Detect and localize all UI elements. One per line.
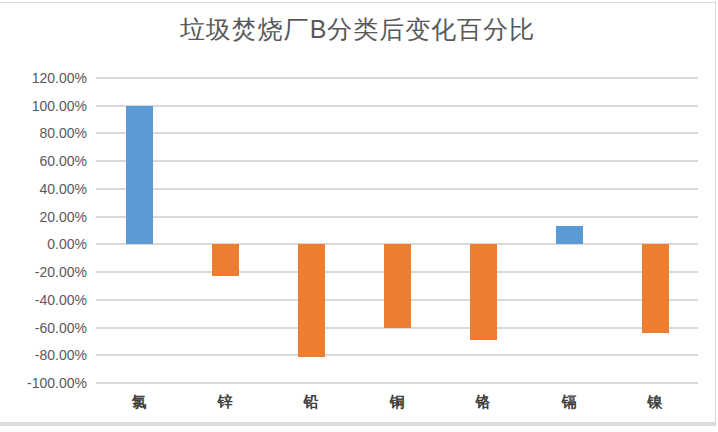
gridline xyxy=(96,382,698,384)
y-axis-tick-label: -60.00% xyxy=(0,319,87,337)
y-axis-tick-label: -100.00% xyxy=(0,374,87,392)
bar-铅[interactable] xyxy=(298,244,325,356)
gridline xyxy=(96,105,698,107)
plot-area: 120.00%100.00%80.00%60.00%40.00%20.00%0.… xyxy=(96,78,698,383)
bar-铬[interactable] xyxy=(470,244,497,340)
x-axis-category-label: 锌 xyxy=(182,393,268,412)
gridline xyxy=(96,160,698,162)
x-axis-category-label: 氯 xyxy=(96,393,182,412)
y-axis-tick-label: -40.00% xyxy=(0,291,87,309)
bar-镍[interactable] xyxy=(642,244,669,333)
bar-氯[interactable] xyxy=(126,106,153,245)
y-axis-tick-label: -80.00% xyxy=(0,346,87,364)
y-axis-tick-label: 60.00% xyxy=(0,152,87,170)
y-axis-tick-label: 80.00% xyxy=(0,124,87,142)
y-axis-tick-label: 100.00% xyxy=(0,97,87,115)
gridline xyxy=(96,188,698,190)
bar-镉[interactable] xyxy=(556,226,583,244)
chart-title: 垃圾焚烧厂B分类后变化百分比 xyxy=(0,13,715,46)
x-axis-category-label: 铬 xyxy=(440,393,526,412)
chart-card: 垃圾焚烧厂B分类后变化百分比 120.00%100.00%80.00%60.00… xyxy=(0,2,716,426)
y-axis-tick-label: 20.00% xyxy=(0,208,87,226)
y-axis-tick-label: 0.00% xyxy=(0,235,87,253)
x-axis-category-label: 镉 xyxy=(526,393,612,412)
bar-锌[interactable] xyxy=(212,244,239,276)
x-axis-category-label: 铅 xyxy=(268,393,354,412)
bar-铜[interactable] xyxy=(384,244,411,327)
y-axis-tick-label: 120.00% xyxy=(0,69,87,87)
y-axis-tick-label: 40.00% xyxy=(0,180,87,198)
gridline xyxy=(96,132,698,134)
x-axis-category-label: 铜 xyxy=(354,393,440,412)
gridline xyxy=(96,216,698,218)
gridline xyxy=(96,354,698,356)
x-axis-category-label: 镍 xyxy=(612,393,698,412)
y-axis-tick-label: -20.00% xyxy=(0,263,87,281)
gridline xyxy=(96,77,698,79)
